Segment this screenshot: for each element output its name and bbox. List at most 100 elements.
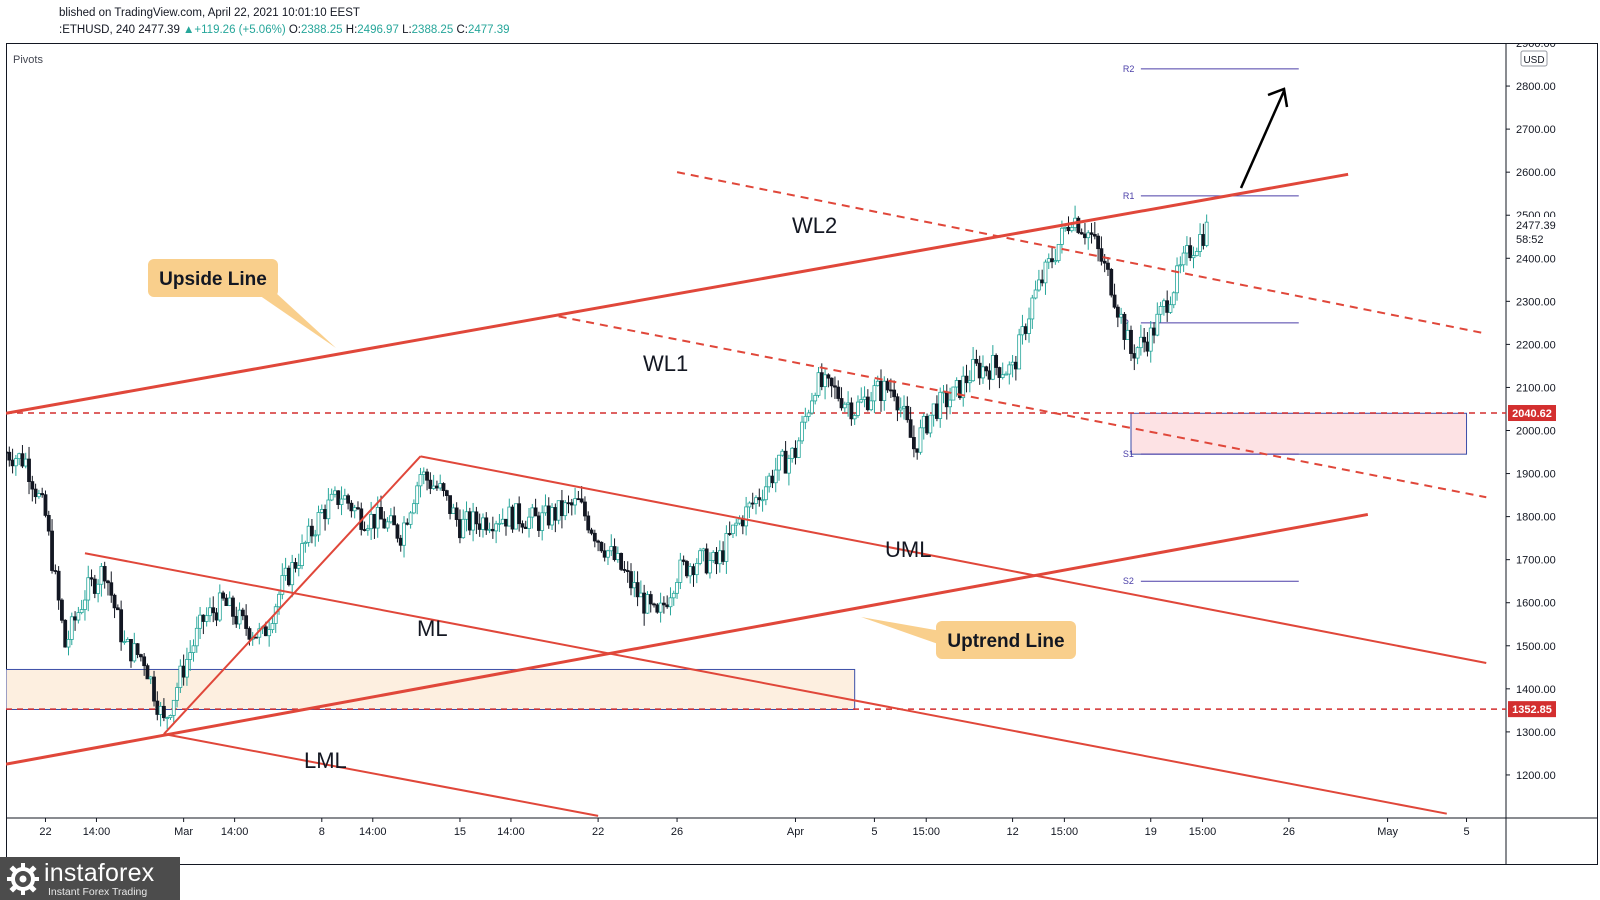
candle-body xyxy=(1161,300,1166,307)
candle-body xyxy=(648,594,653,605)
candle-body xyxy=(336,490,341,505)
candle-body xyxy=(408,512,413,525)
trend-line-wl2 xyxy=(676,171,1487,335)
candle-body xyxy=(1099,248,1104,262)
candle-body xyxy=(1138,336,1143,349)
x-tick-label: Apr xyxy=(787,826,804,838)
y-tick-label: 2600.00 xyxy=(1516,167,1556,179)
candle-body xyxy=(711,551,716,561)
candle-body xyxy=(382,518,387,529)
candle-body xyxy=(92,578,97,594)
candle-body xyxy=(175,687,179,701)
candle-body xyxy=(73,616,77,621)
candle-body xyxy=(655,604,660,613)
candle-body xyxy=(171,699,176,716)
candle-body xyxy=(122,641,127,644)
candle-body xyxy=(931,403,936,416)
candle-body xyxy=(777,454,781,471)
chart-frame[interactable]: R2R1PS1S2WL2WL1UMLMLLMLUpside LineUptren… xyxy=(6,43,1598,865)
candle-body xyxy=(451,507,456,514)
candle-body xyxy=(1083,233,1087,239)
candle-body xyxy=(23,458,28,467)
candle-body xyxy=(1066,226,1071,232)
y-tick-label: 1200.00 xyxy=(1516,770,1556,782)
candle-body xyxy=(481,517,485,530)
candle-body xyxy=(1010,361,1015,366)
candle-body xyxy=(237,609,242,625)
candle-body xyxy=(826,374,831,379)
candle-body xyxy=(796,440,801,458)
candle-body xyxy=(1069,227,1074,232)
candle-body xyxy=(43,494,48,516)
candle-body xyxy=(685,561,689,577)
candle-body xyxy=(915,448,920,453)
candle-body xyxy=(540,512,545,531)
candle-body xyxy=(1033,289,1038,299)
candle-body xyxy=(619,552,624,570)
candle-body xyxy=(1017,334,1022,370)
candle-body xyxy=(523,526,528,529)
candle-body xyxy=(813,394,818,402)
candle-body xyxy=(566,502,571,505)
candle-body xyxy=(681,559,686,562)
candle-body xyxy=(556,500,561,521)
candle-body xyxy=(1145,341,1150,352)
callout-upside-line-box xyxy=(148,259,278,297)
logo-tagline: Instant Forex Trading xyxy=(48,886,148,898)
callout-upside-line-tail xyxy=(256,293,336,348)
gear-logo-icon xyxy=(7,863,39,895)
candle-body xyxy=(66,639,71,648)
candle-body xyxy=(1142,336,1147,343)
candle-body xyxy=(10,459,15,467)
candle-body xyxy=(849,402,854,420)
price-chart[interactable]: R2R1PS1S2WL2WL1UMLMLLMLUpside LineUptren… xyxy=(6,43,1598,865)
candle-body xyxy=(977,362,982,379)
candle-body xyxy=(773,469,778,484)
candle-body xyxy=(388,515,393,523)
candle-body xyxy=(1188,245,1193,259)
candle-body xyxy=(89,577,94,580)
close-label: C: xyxy=(456,24,468,36)
candle-body xyxy=(1076,217,1081,233)
candle-body xyxy=(1148,327,1153,352)
x-tick-label: 14:00 xyxy=(497,826,525,838)
candle-body xyxy=(1013,361,1018,370)
candle-body xyxy=(280,575,285,595)
candle-body xyxy=(543,505,548,514)
candle-body xyxy=(339,498,344,505)
candle-body xyxy=(731,524,735,534)
candle-body xyxy=(918,427,923,453)
candle-body xyxy=(1086,232,1091,239)
x-tick-label: 26 xyxy=(1283,826,1295,838)
candle-body xyxy=(708,560,712,574)
candle-body xyxy=(467,511,472,531)
y-tick-label: 2000.00 xyxy=(1516,426,1556,438)
candle-body xyxy=(911,437,916,450)
candle-body xyxy=(865,396,870,411)
candle-body xyxy=(474,511,479,525)
candle-body xyxy=(1060,227,1064,245)
candle-body xyxy=(352,507,357,512)
candle-body xyxy=(1178,264,1183,267)
candle-body xyxy=(329,493,334,501)
candle-body xyxy=(1096,235,1101,250)
candle-body xyxy=(217,592,222,621)
candle-body xyxy=(754,497,758,504)
currency-box xyxy=(1520,50,1548,67)
candle-body xyxy=(714,551,719,565)
symbol-label: :ETHUSD, 240 xyxy=(59,24,136,36)
candle-body xyxy=(606,550,610,558)
open-label: O: xyxy=(288,24,301,36)
candle-body xyxy=(819,372,824,388)
candle-body xyxy=(592,532,597,542)
candle-body xyxy=(1036,279,1041,291)
candle-body xyxy=(1063,226,1068,229)
candle-body xyxy=(504,518,508,527)
candle-body xyxy=(852,415,857,420)
logo-brand-text: instaforex xyxy=(44,859,155,887)
candle-body xyxy=(579,498,584,503)
candle-body xyxy=(152,676,156,702)
candle-body xyxy=(638,592,643,598)
candle-body xyxy=(1122,313,1127,340)
x-tick-label: 19 xyxy=(1145,826,1157,838)
